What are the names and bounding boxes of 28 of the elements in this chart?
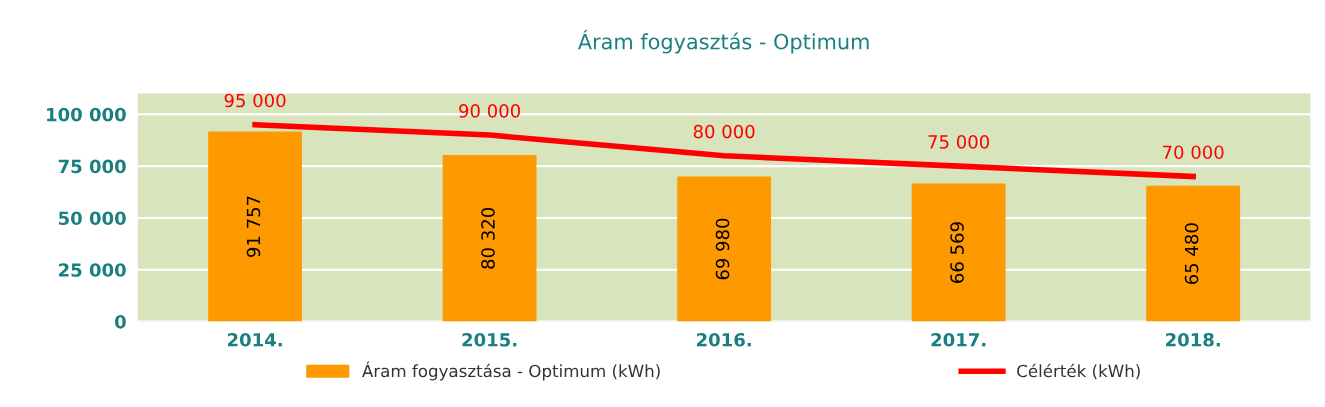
data-label: 69 980 <box>715 218 730 280</box>
data-label: 95 000 <box>224 93 286 108</box>
bar <box>208 131 302 322</box>
x-tick-label: 2016. <box>696 332 751 347</box>
bar <box>442 155 537 322</box>
bar <box>911 183 1006 322</box>
data-label: 70 000 <box>1163 145 1224 160</box>
x-tick-label: 2014. <box>227 332 282 347</box>
legend-label: Áram fogyasztása - Optimum (kWh) <box>362 361 660 381</box>
data-label: 80 320 <box>481 207 495 269</box>
data-label: 90 000 <box>459 104 520 118</box>
data-label: 91 757 <box>246 196 261 257</box>
y-tick-label: 75 000 <box>58 159 126 174</box>
y-tick-label: 100 000 <box>47 107 126 122</box>
x-tick-label: 2018. <box>1166 332 1220 347</box>
data-label: 80 000 <box>693 124 755 139</box>
x-tick-label: 2015. <box>462 332 517 347</box>
legend-label: Célérték (kWh) <box>1017 363 1140 380</box>
bar <box>677 176 772 322</box>
bar <box>1146 185 1241 322</box>
y-tick-label: 25 000 <box>59 263 126 277</box>
y-tick-label: 50 000 <box>58 211 126 226</box>
chart-title: Áram fogyasztás - Optimum <box>577 29 869 54</box>
y-tick-label: 0 <box>114 314 126 329</box>
data-label: 65 480 <box>1184 223 1199 285</box>
x-tick-label: 2017. <box>931 332 986 347</box>
data-label: 66 569 <box>950 222 964 283</box>
data-label: 75 000 <box>928 135 990 149</box>
